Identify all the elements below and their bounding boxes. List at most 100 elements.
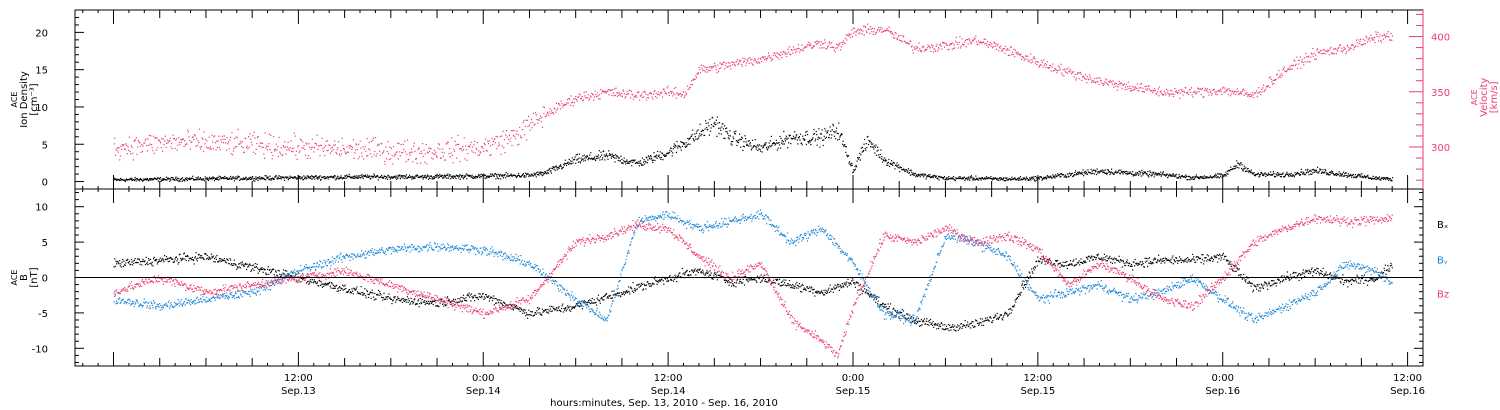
density-point (603, 150, 605, 152)
velocity-point (720, 63, 722, 65)
field-point (405, 299, 407, 301)
density-point (186, 179, 188, 182)
density-point (758, 144, 761, 146)
density-point (158, 177, 160, 180)
density-point (416, 174, 418, 176)
density-point (1307, 168, 1309, 170)
density-point (872, 143, 874, 145)
velocity-point (436, 156, 438, 158)
density-point (903, 168, 905, 170)
velocity-point (1085, 78, 1087, 80)
density-point (734, 133, 736, 135)
velocity-point (530, 118, 533, 121)
velocity-point (1136, 83, 1138, 85)
density-point (458, 177, 460, 179)
velocity-point (1384, 36, 1387, 39)
density-point (286, 177, 288, 179)
density-point (879, 153, 881, 156)
density-point (360, 174, 362, 176)
velocity-point (1237, 90, 1239, 92)
field-point (464, 299, 466, 301)
density-point (303, 175, 305, 177)
velocity-point (1248, 95, 1250, 97)
field-point (306, 275, 308, 277)
density-point (1271, 174, 1273, 176)
velocity-point (1349, 47, 1351, 49)
density-point (983, 178, 985, 180)
velocity-point (1323, 49, 1326, 51)
velocity-point (250, 138, 252, 140)
density-point (582, 158, 584, 160)
field-point (571, 306, 573, 308)
density-point (785, 137, 787, 139)
velocity-point (404, 140, 406, 142)
velocity-point (746, 59, 748, 61)
velocity-point (1036, 64, 1038, 66)
field-point (225, 262, 227, 264)
velocity-point (820, 41, 822, 43)
velocity-point (1087, 78, 1089, 80)
field-point (541, 308, 543, 310)
density-point (586, 155, 589, 157)
velocity-point (412, 161, 414, 163)
density-point (975, 178, 977, 180)
density-point (217, 176, 219, 179)
density-point (991, 178, 993, 180)
velocity-point (652, 93, 655, 95)
velocity-point (182, 138, 184, 140)
density-point (620, 155, 622, 157)
density-point (1165, 175, 1167, 177)
velocity-point (1064, 70, 1066, 72)
velocity-point (822, 43, 824, 45)
velocity-point (1240, 91, 1242, 93)
density-point (688, 139, 690, 141)
density-point (459, 178, 461, 180)
velocity-point (1290, 68, 1292, 70)
velocity-point (1160, 90, 1162, 92)
density-point (463, 175, 465, 177)
velocity-point (510, 137, 512, 139)
density-point (333, 177, 335, 179)
density-point (851, 162, 853, 164)
density-point (987, 176, 989, 179)
velocity-point (1306, 61, 1308, 63)
density-point (1318, 172, 1320, 174)
density-point (789, 135, 791, 137)
velocity-point (245, 147, 248, 149)
density-point (1323, 172, 1325, 174)
density-point (1315, 171, 1317, 173)
velocity-point (778, 58, 780, 60)
velocity-point (394, 153, 396, 155)
velocity-point (1201, 87, 1204, 89)
velocity-point (536, 119, 538, 121)
density-point (587, 159, 589, 161)
velocity-point (411, 151, 413, 153)
density-point (247, 178, 249, 180)
density-point (871, 146, 873, 148)
velocity-point (348, 145, 350, 147)
velocity-point (1238, 94, 1240, 96)
velocity-point (1229, 89, 1231, 92)
field-point (124, 264, 126, 266)
velocity-point (130, 145, 132, 147)
density-point (947, 178, 949, 180)
field-point (170, 256, 172, 258)
velocity-point (409, 154, 411, 156)
velocity-point (1045, 64, 1048, 66)
density-point (675, 151, 678, 153)
density-point (1322, 169, 1324, 171)
velocity-point (1286, 70, 1288, 72)
density-point (1022, 177, 1024, 179)
velocity-point (1063, 75, 1065, 77)
velocity-point (194, 135, 196, 137)
velocity-point (1030, 62, 1032, 64)
velocity-point (749, 59, 752, 61)
field-point (568, 307, 570, 309)
density-point (1201, 177, 1203, 179)
field-point (141, 264, 143, 266)
density-point (173, 179, 176, 181)
velocity-point (337, 146, 339, 149)
velocity-point (519, 126, 521, 128)
field-point (271, 269, 273, 271)
velocity-point (1264, 89, 1266, 91)
